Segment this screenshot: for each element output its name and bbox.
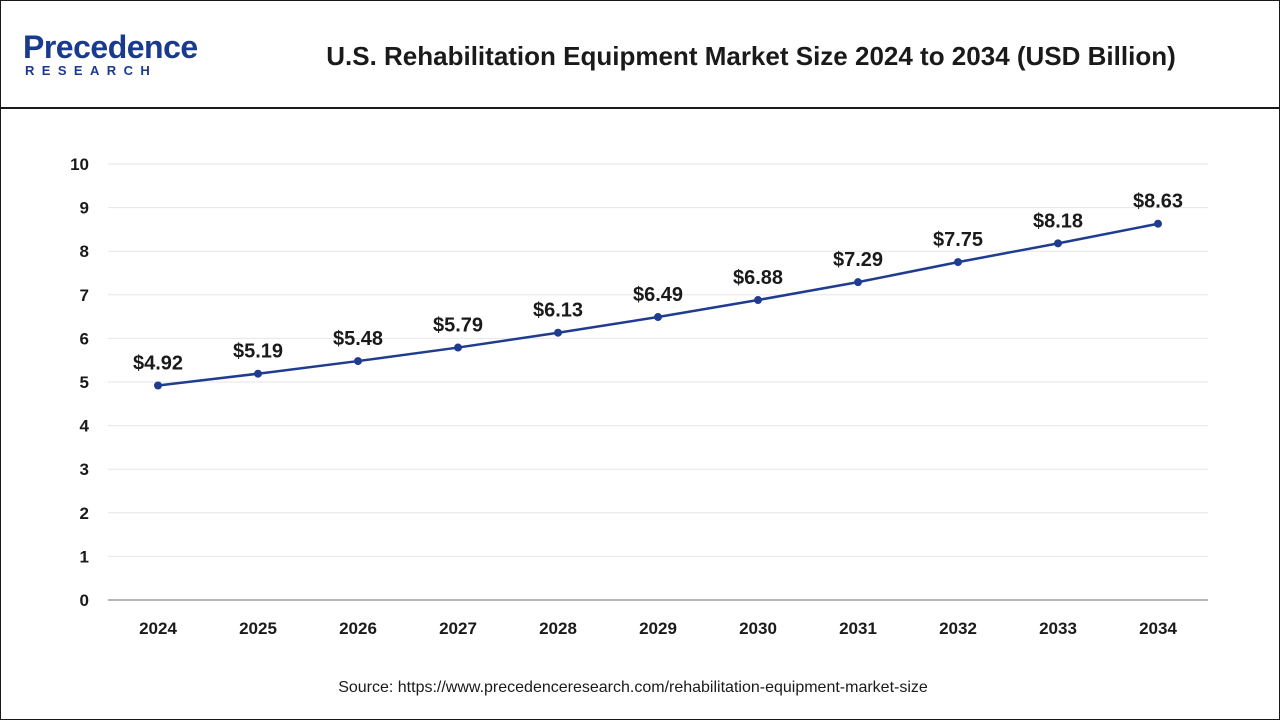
brand-logo: Precedence RESEARCH [23, 27, 223, 87]
data-label: $6.49 [633, 284, 683, 306]
y-tick-label: 0 [80, 591, 89, 610]
x-tick-label: 2030 [739, 619, 777, 638]
data-point [1054, 239, 1062, 248]
y-tick-label: 10 [70, 155, 89, 174]
data-point [254, 369, 262, 378]
x-tick-label: 2024 [139, 619, 177, 638]
y-tick-label: 5 [80, 373, 89, 392]
data-label: $6.13 [533, 300, 583, 322]
x-tick-label: 2028 [539, 619, 577, 638]
x-tick-label: 2034 [1139, 619, 1177, 638]
data-label: $7.29 [833, 249, 883, 271]
data-point [154, 381, 162, 390]
brand-name: Precedence [23, 29, 198, 65]
data-label: $5.79 [433, 315, 483, 337]
x-tick-label: 2026 [339, 619, 377, 638]
x-tick-label: 2029 [639, 619, 677, 638]
data-label: $4.92 [133, 352, 183, 374]
y-tick-label: 2 [80, 504, 89, 523]
y-tick-label: 7 [80, 286, 89, 305]
source-note: Source: https://www.precedenceresearch.c… [338, 679, 928, 696]
y-tick-label: 1 [80, 547, 89, 566]
data-label: $8.18 [1033, 210, 1083, 232]
y-tick-label: 4 [80, 417, 90, 436]
y-tick-label: 6 [80, 329, 89, 348]
data-point [554, 328, 562, 337]
x-tick-label: 2027 [439, 619, 477, 638]
x-tick-label: 2031 [839, 619, 877, 638]
data-point [654, 313, 662, 322]
x-tick-label: 2033 [1039, 619, 1077, 638]
data-label: $7.75 [933, 229, 983, 251]
data-label: $5.19 [233, 341, 283, 363]
data-label: $5.48 [333, 328, 383, 350]
data-label: $8.63 [1133, 191, 1183, 213]
y-tick-label: 9 [80, 199, 89, 218]
data-point [1154, 219, 1162, 228]
chart-title: U.S. Rehabilitation Equipment Market Siz… [326, 41, 1176, 71]
data-point [954, 258, 962, 267]
x-tick-label: 2025 [239, 619, 277, 638]
data-point [754, 296, 762, 305]
y-tick-label: 8 [80, 242, 89, 261]
data-point [454, 343, 462, 352]
header: Precedence RESEARCH U.S. Rehabilitation … [1, 1, 1279, 109]
brand-subtitle: RESEARCH [25, 63, 158, 78]
y-tick-label: 3 [80, 460, 89, 479]
data-point [854, 278, 862, 287]
data-label: $6.88 [733, 267, 783, 289]
x-tick-label: 2032 [939, 619, 977, 638]
data-point [354, 357, 362, 366]
line-chart: 0 1 2 3 4 5 6 7 8 9 10 2024 2025 2026 2027 2028 2029 2030… [70, 155, 1208, 638]
